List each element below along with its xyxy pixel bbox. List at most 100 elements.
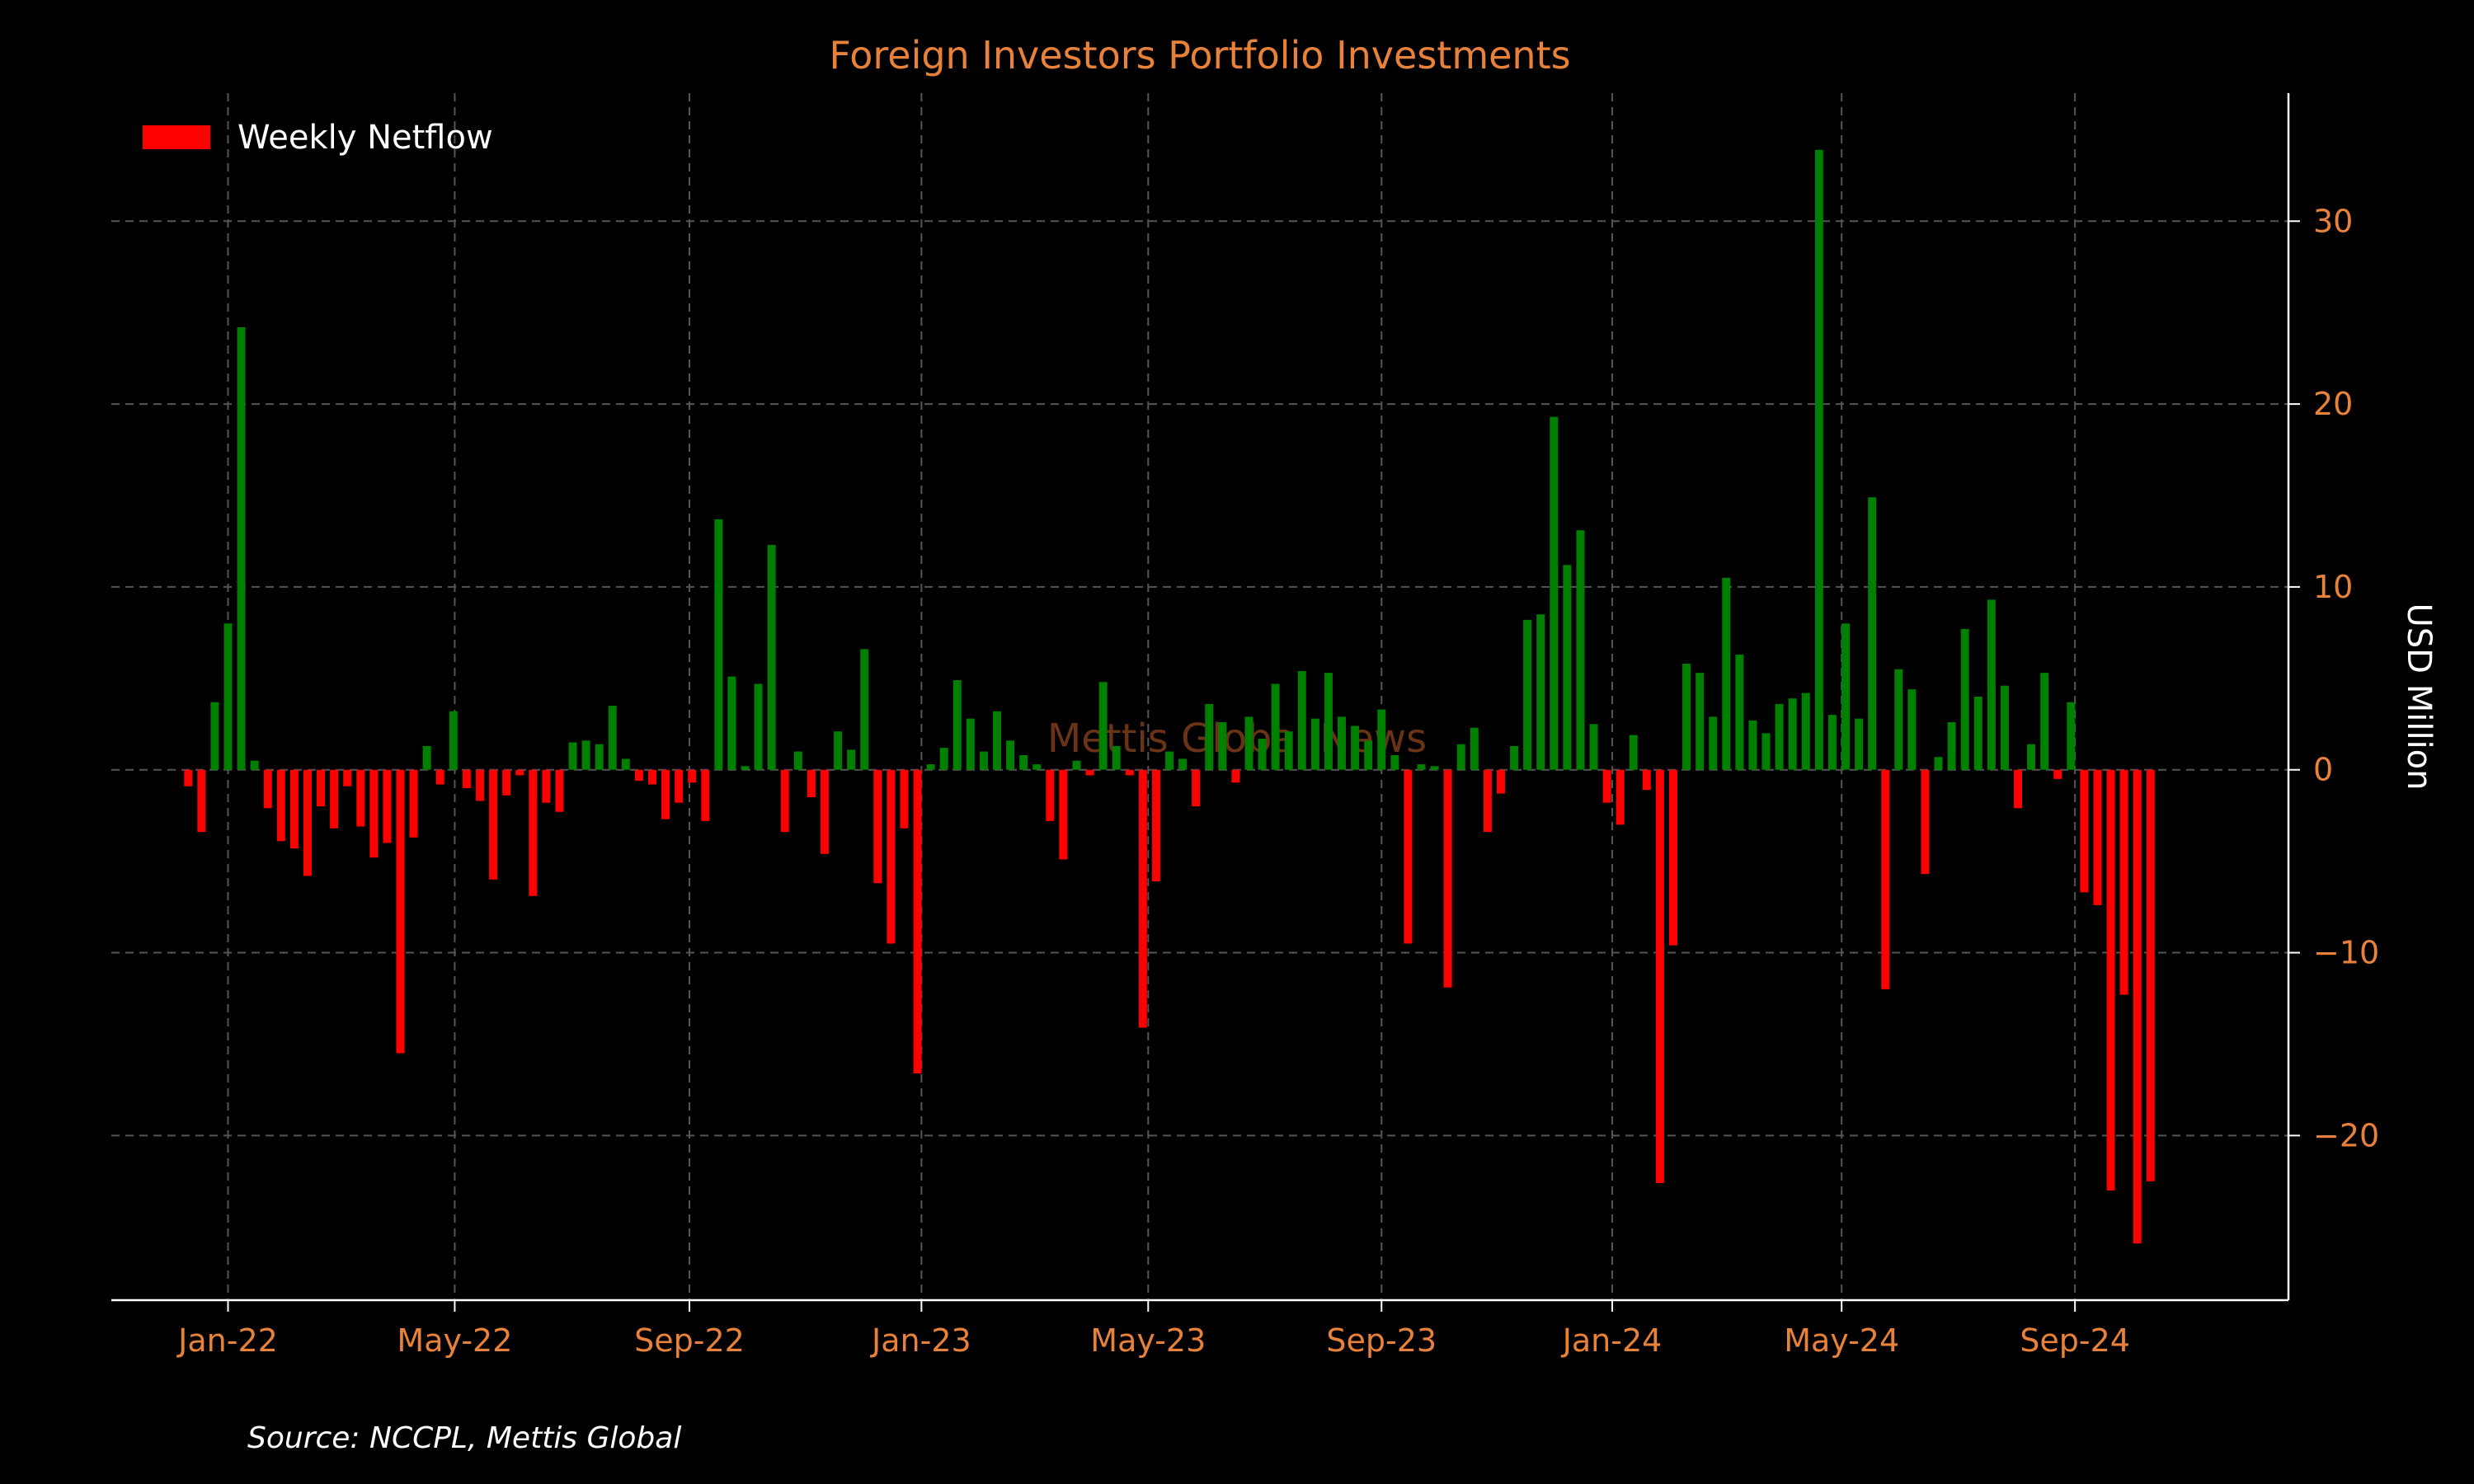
bar xyxy=(369,769,379,858)
x-ticks: Jan-22 May-22 Sep-22 Jan-23 May-23 Sep-23 Jan-… xyxy=(176,1300,2130,1359)
bar xyxy=(2040,673,2049,770)
bar xyxy=(197,769,206,833)
bar xyxy=(289,769,299,849)
x-tick-label: Jan-24 xyxy=(1561,1322,1663,1359)
bar xyxy=(1496,769,1505,794)
bar xyxy=(1735,654,1744,770)
y-tick-label: 20 xyxy=(2313,386,2353,422)
bar xyxy=(409,769,418,838)
y-axis-label: USD Million xyxy=(2400,603,2438,791)
bar xyxy=(1178,758,1188,770)
bar xyxy=(237,326,246,770)
bar xyxy=(1417,764,1426,770)
bar xyxy=(1443,769,1452,988)
source-note: Source: NCCPL, Mettis Global xyxy=(247,1421,681,1455)
y-tick-label: 30 xyxy=(2313,203,2353,239)
bar xyxy=(1112,745,1121,770)
bar xyxy=(184,769,193,787)
bar xyxy=(1550,416,1559,770)
bar xyxy=(887,769,896,944)
bar xyxy=(741,766,750,770)
bar xyxy=(807,769,816,797)
bar xyxy=(1297,670,1306,770)
bar xyxy=(754,683,763,770)
bar xyxy=(1006,740,1015,770)
y-ticks: −20 −10 0 10 20 30 xyxy=(2288,203,2379,1153)
x-tick-label: May-24 xyxy=(1784,1322,1899,1359)
bar xyxy=(1377,709,1386,770)
bar xyxy=(449,711,458,770)
bar xyxy=(1709,716,1718,770)
bar xyxy=(1456,744,1465,770)
bar xyxy=(2014,769,2022,809)
y-tick-label: 10 xyxy=(2313,569,2353,605)
bar xyxy=(383,769,392,843)
bar xyxy=(1775,703,1784,770)
bar xyxy=(1470,727,1479,770)
y-tick-label: 0 xyxy=(2313,752,2333,788)
bar xyxy=(1364,740,1373,770)
y-tick-label: −20 xyxy=(2313,1117,2379,1153)
bar xyxy=(1748,720,1757,770)
bar xyxy=(1696,673,1705,770)
bar xyxy=(860,649,869,770)
bar xyxy=(223,623,233,770)
bar xyxy=(317,769,326,807)
bar xyxy=(568,742,577,770)
bar xyxy=(1151,769,1160,882)
bar xyxy=(1483,769,1492,833)
bar xyxy=(1629,735,1638,770)
bar xyxy=(1284,731,1293,770)
bar xyxy=(608,706,617,770)
bar xyxy=(1310,718,1319,770)
bar xyxy=(1655,769,1664,1184)
bar xyxy=(913,769,922,1073)
bar xyxy=(2146,769,2155,1181)
bar xyxy=(966,718,975,770)
bar xyxy=(1125,769,1134,776)
bar xyxy=(1218,722,1227,770)
bar xyxy=(1894,669,1903,770)
chart-title: Foreign Investors Portfolio Investments xyxy=(829,33,1570,77)
x-tick-label: Jan-23 xyxy=(870,1322,971,1359)
bar xyxy=(714,519,723,770)
bar xyxy=(475,769,484,801)
bars xyxy=(184,149,2155,1244)
bar xyxy=(330,769,339,829)
bar xyxy=(847,749,856,770)
bar xyxy=(303,769,312,876)
bar xyxy=(210,702,219,770)
legend: Weekly Netflow xyxy=(143,119,493,157)
bar xyxy=(1059,769,1068,860)
x-tick-label: May-23 xyxy=(1090,1322,1206,1359)
x-tick-label: Jan-22 xyxy=(176,1322,278,1359)
bar xyxy=(648,769,656,785)
bar xyxy=(1258,739,1267,770)
bar xyxy=(1271,683,1280,770)
bar xyxy=(1510,745,1519,770)
bar xyxy=(1032,764,1042,770)
bar xyxy=(1430,766,1439,770)
bar xyxy=(634,769,643,782)
bar xyxy=(621,758,630,770)
bar xyxy=(250,760,259,770)
bar xyxy=(1761,733,1771,770)
bar xyxy=(422,745,431,770)
bar xyxy=(2027,744,2036,770)
bar xyxy=(1072,760,1081,770)
bar xyxy=(1682,664,1691,770)
bar xyxy=(1338,716,1347,770)
bar xyxy=(821,769,829,854)
bar xyxy=(2000,685,2009,770)
bar xyxy=(1801,693,1810,770)
x-tick-label: Sep-24 xyxy=(2020,1322,2130,1359)
bar xyxy=(1244,716,1253,770)
bar xyxy=(1231,769,1240,783)
bar xyxy=(2119,769,2128,995)
bar xyxy=(542,769,551,803)
bar xyxy=(595,744,604,770)
bar xyxy=(263,769,272,809)
bar xyxy=(1960,628,1969,770)
